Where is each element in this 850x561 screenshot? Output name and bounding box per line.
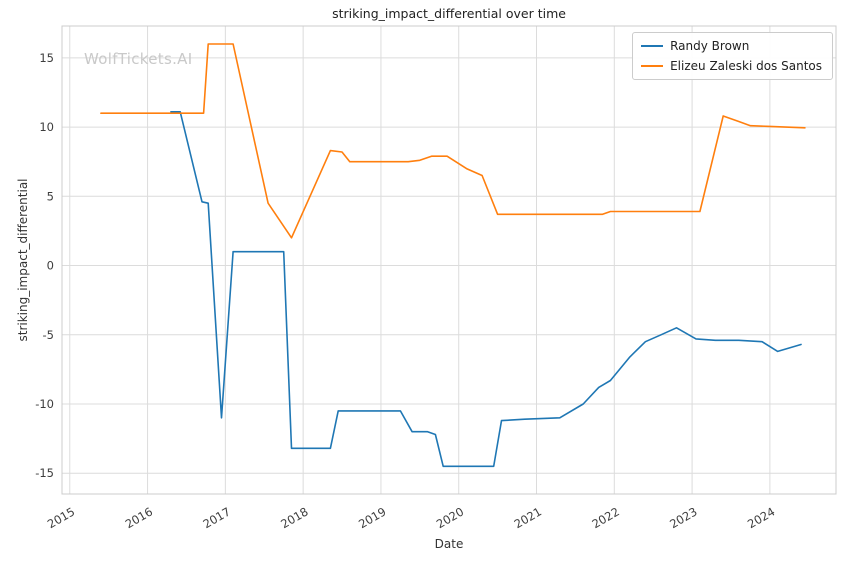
x-tick-label: 2023	[667, 504, 699, 531]
x-tick-label: 2020	[434, 504, 466, 531]
y-tick-label: -5	[43, 328, 54, 342]
series-line-elizeu-zaleski-dos-santos	[100, 43, 806, 239]
y-tick-label: -15	[35, 466, 54, 480]
legend-item: Elizeu Zaleski dos Santos	[641, 59, 822, 73]
legend-item: Randy Brown	[641, 39, 822, 53]
x-tick-label: 2015	[45, 504, 77, 531]
chart-title: striking_impact_differential over time	[332, 6, 566, 21]
x-tick-label: 2024	[745, 504, 777, 531]
series-line-randy-brown	[170, 111, 802, 468]
legend-label: Elizeu Zaleski dos Santos	[670, 59, 822, 73]
x-tick-label: 2021	[512, 504, 544, 531]
watermark: WolfTickets.AI	[84, 50, 193, 68]
legend: Randy Brown Elizeu Zaleski dos Santos	[632, 32, 833, 80]
legend-line-sample	[641, 65, 664, 67]
y-tick-label: 15	[39, 51, 54, 65]
y-tick-label: 10	[39, 120, 54, 134]
x-tick-label: 2022	[589, 504, 621, 531]
y-tick-label: 5	[47, 189, 54, 203]
x-tick-label: 2019	[356, 504, 388, 531]
plot-border	[61, 25, 837, 495]
y-tick-label: -10	[35, 397, 54, 411]
legend-line-sample	[641, 45, 664, 47]
x-tick-label: 2018	[278, 504, 310, 531]
x-tick-label: 2017	[200, 504, 232, 531]
legend-label: Randy Brown	[670, 39, 750, 53]
y-axis-label: striking_impact_differential	[16, 178, 30, 342]
x-axis-label: Date	[434, 537, 464, 551]
x-tick-label: 2016	[123, 504, 155, 531]
y-tick-label: 0	[47, 259, 54, 273]
